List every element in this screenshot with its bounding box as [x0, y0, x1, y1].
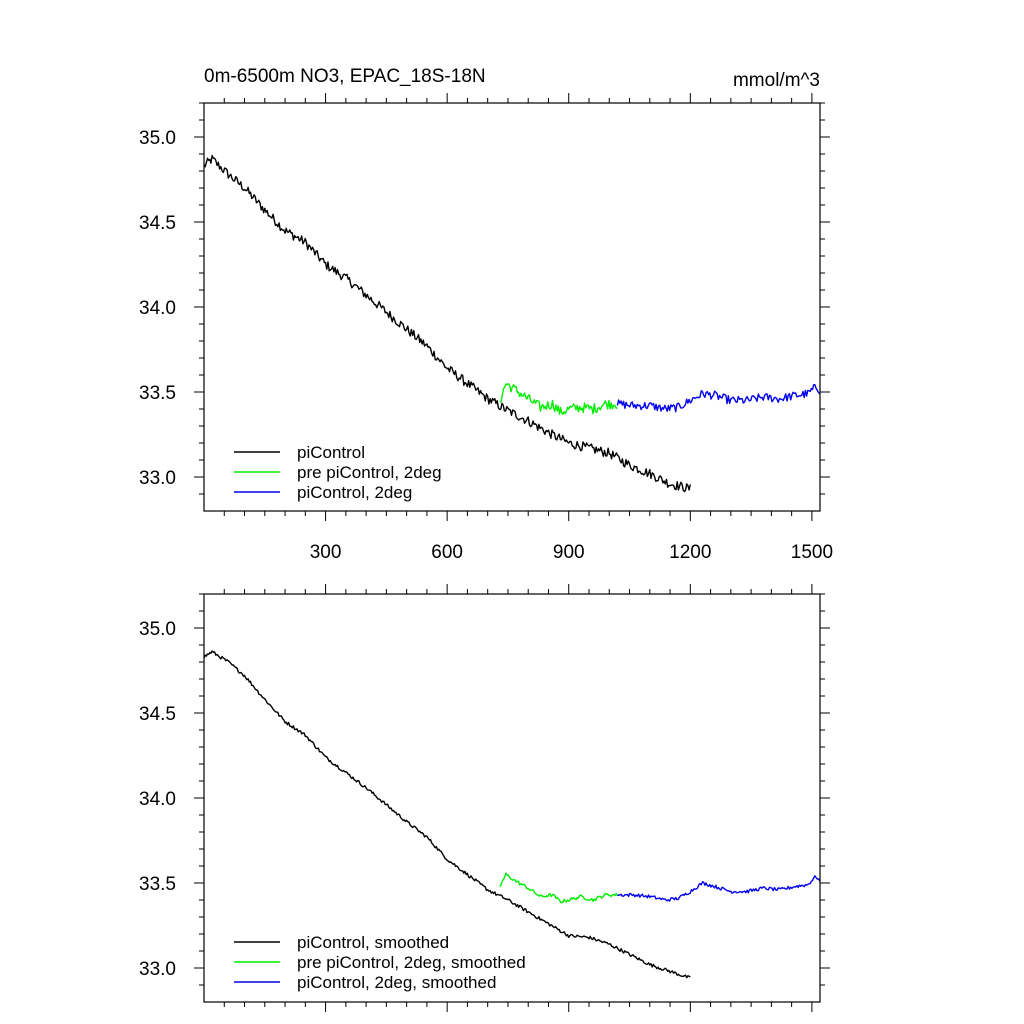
series-line-3: [616, 383, 821, 413]
x-tick-label: 300: [310, 542, 342, 563]
y-tick-label: 33.5: [139, 383, 176, 404]
legend-label-1: piControl, smoothed: [297, 933, 449, 952]
y-tick-label: 33.0: [139, 468, 176, 489]
y-tick-label: 33.0: [139, 959, 176, 980]
units-label: mmol/m^3: [733, 70, 820, 91]
y-tick-label: 34.5: [139, 213, 176, 234]
x-tick-label: 900: [553, 542, 585, 563]
top-panel: 33.0 33.5 34.0 34.5 35.0 300 600 900 1200 1500 piC…: [139, 93, 833, 563]
series-line-1: [203, 154, 691, 493]
y-tick-label: 34.0: [139, 298, 176, 319]
x-tick-label: 1200: [669, 542, 711, 563]
legend-label-1: piControl: [297, 443, 365, 462]
series-line-1: [203, 650, 691, 979]
y-tick-label: 35.0: [139, 619, 176, 640]
series-line-2: [499, 872, 619, 904]
y-tick-label: 35.0: [139, 128, 176, 149]
y-tick-label: 34.0: [139, 789, 176, 810]
series-line-3: [617, 875, 821, 902]
y-tick-label: 34.5: [139, 704, 176, 725]
legend-label-3: piControl, 2deg, smoothed: [297, 973, 496, 992]
legend-label-2: pre piControl, 2deg: [297, 463, 442, 482]
x-tick-label: 1500: [791, 542, 833, 563]
legend-label-3: piControl, 2deg: [297, 483, 412, 502]
chart-title: 0m-6500m NO3, EPAC_18S-18N: [204, 66, 486, 87]
legend-label-2: pre piControl, 2deg, smoothed: [297, 953, 526, 972]
y-tick-label: 33.5: [139, 874, 176, 895]
x-tick-label: 600: [431, 542, 463, 563]
series-line-2: [499, 383, 618, 415]
